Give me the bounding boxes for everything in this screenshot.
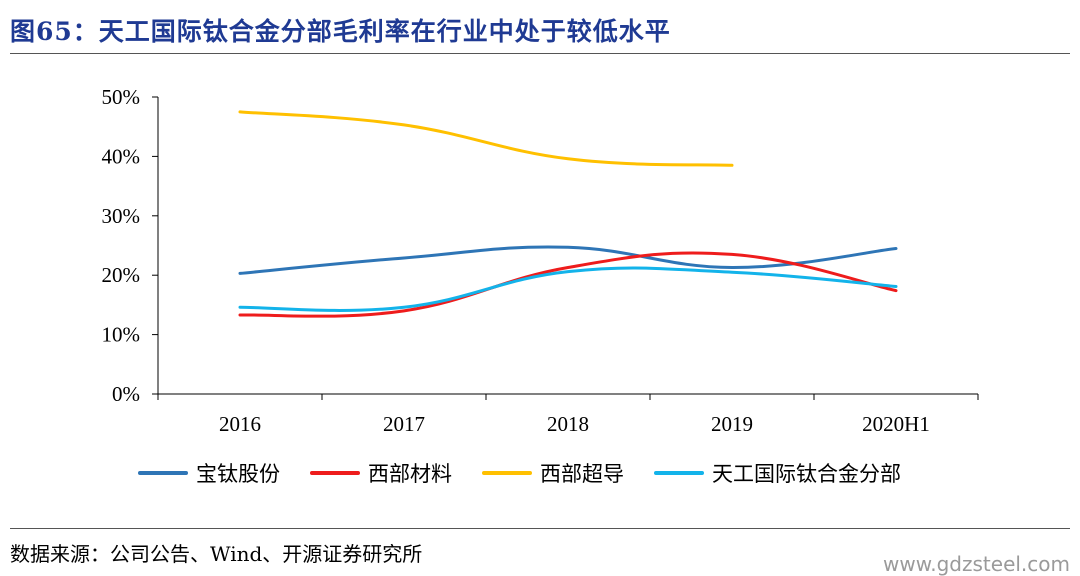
legend-swatch	[654, 471, 704, 475]
legend-label: 宝钛股份	[196, 462, 280, 486]
y-tick-label: 40%	[102, 144, 141, 168]
legend-swatch	[138, 471, 188, 475]
y-tick-label: 10%	[102, 323, 141, 347]
figure-title: 图65：天工国际钛合金分部毛利率在行业中处于较低水平	[10, 17, 671, 46]
bottom-divider	[10, 528, 1070, 529]
x-tick-label: 2020H1	[862, 412, 930, 436]
series-line-2	[238, 251, 898, 318]
line-chart: 0% 10% 20% 30% 40% 50% 2016 2017 2018 2019 2020H1	[102, 85, 979, 436]
y-tick-label: 30%	[102, 204, 141, 228]
legend-label: 天工国际钛合金分部	[712, 462, 901, 486]
chart-axes	[152, 96, 979, 400]
chart-series	[238, 110, 898, 318]
legend-item: 天工国际钛合金分部	[654, 458, 901, 488]
chart-legend: 宝钛股份 西部材料 西部超导 天工国际钛合金分部	[138, 458, 901, 488]
legend-item: 西部超导	[482, 458, 624, 488]
legend-swatch	[482, 471, 532, 475]
legend-label: 西部材料	[368, 462, 452, 486]
y-tick-label: 0%	[112, 382, 140, 406]
y-tick-label: 50%	[102, 85, 141, 109]
x-tick-label: 2019	[711, 412, 753, 436]
legend-swatch	[310, 471, 360, 475]
watermark: www.gdzsteel.com	[883, 552, 1070, 576]
y-tick-label: 20%	[102, 263, 141, 287]
data-source: 数据来源：公司公告、Wind、开源证券研究所	[10, 542, 423, 566]
series-line-4	[238, 266, 898, 312]
series-line-3	[238, 110, 734, 167]
legend-label: 西部超导	[540, 462, 624, 486]
top-divider	[10, 53, 1070, 54]
chart-tick-labels: 0% 10% 20% 30% 40% 50% 2016 2017 2018 2019 2020H1	[102, 85, 930, 436]
series-line-1	[238, 245, 898, 275]
x-tick-label: 2018	[547, 412, 589, 436]
legend-item: 宝钛股份	[138, 458, 280, 488]
x-tick-label: 2016	[219, 412, 261, 436]
legend-item: 西部材料	[310, 458, 452, 488]
x-tick-label: 2017	[383, 412, 425, 436]
